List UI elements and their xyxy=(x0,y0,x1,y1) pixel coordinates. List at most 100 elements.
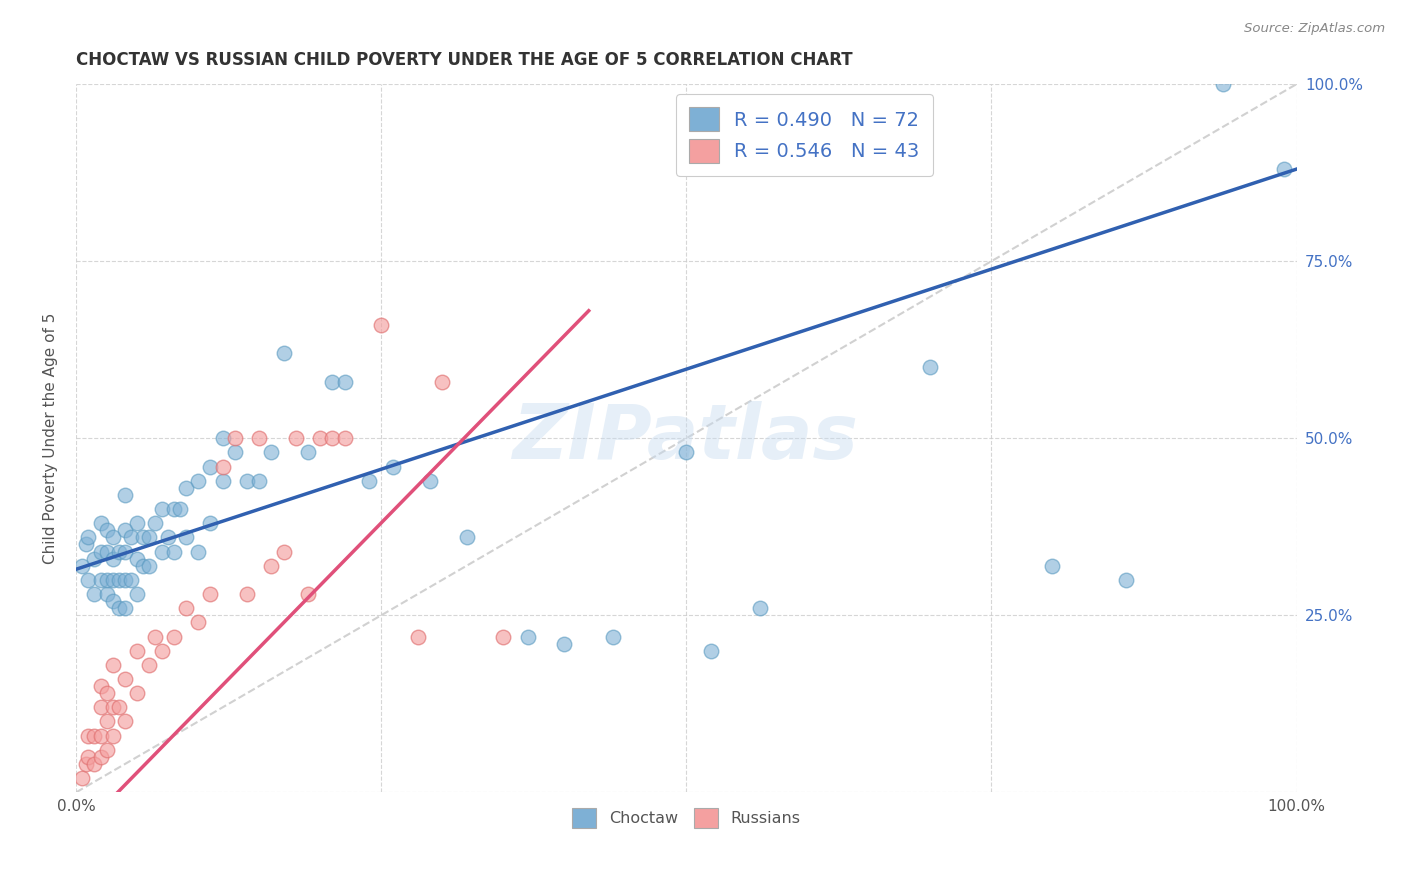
Point xyxy=(83,729,105,743)
Point xyxy=(120,573,142,587)
Point xyxy=(77,530,100,544)
Point xyxy=(96,573,118,587)
Point xyxy=(357,474,380,488)
Legend: Choctaw, Russians: Choctaw, Russians xyxy=(565,802,807,834)
Point xyxy=(101,594,124,608)
Point xyxy=(297,587,319,601)
Point xyxy=(114,573,136,587)
Point xyxy=(96,544,118,558)
Point xyxy=(145,630,167,644)
Point xyxy=(77,750,100,764)
Point xyxy=(224,431,246,445)
Point xyxy=(156,530,179,544)
Point xyxy=(260,445,283,459)
Point xyxy=(127,516,149,531)
Point xyxy=(174,530,197,544)
Point xyxy=(96,686,118,700)
Point xyxy=(247,474,270,488)
Point xyxy=(150,544,173,558)
Point xyxy=(101,573,124,587)
Point xyxy=(138,558,160,573)
Point xyxy=(211,474,233,488)
Point xyxy=(108,700,131,714)
Point xyxy=(1212,77,1234,91)
Point xyxy=(96,523,118,537)
Point xyxy=(273,346,295,360)
Point xyxy=(1042,558,1064,573)
Point xyxy=(321,431,343,445)
Point xyxy=(748,601,770,615)
Point xyxy=(675,445,697,459)
Point xyxy=(200,587,222,601)
Point xyxy=(174,601,197,615)
Point xyxy=(127,551,149,566)
Point xyxy=(333,375,356,389)
Point xyxy=(83,756,105,771)
Point xyxy=(187,474,209,488)
Point xyxy=(75,756,97,771)
Point xyxy=(163,630,186,644)
Point xyxy=(101,530,124,544)
Point xyxy=(127,643,149,657)
Point xyxy=(77,729,100,743)
Point xyxy=(90,750,112,764)
Point xyxy=(90,544,112,558)
Point xyxy=(1272,162,1295,177)
Point xyxy=(211,459,233,474)
Point xyxy=(187,544,209,558)
Point xyxy=(247,431,270,445)
Point xyxy=(90,679,112,693)
Point xyxy=(108,601,131,615)
Point xyxy=(432,375,454,389)
Point xyxy=(492,630,515,644)
Point xyxy=(101,729,124,743)
Point xyxy=(273,544,295,558)
Point xyxy=(114,672,136,686)
Point xyxy=(127,686,149,700)
Point xyxy=(321,375,343,389)
Point xyxy=(174,481,197,495)
Text: ZIPatlas: ZIPatlas xyxy=(513,401,859,475)
Point xyxy=(114,523,136,537)
Point xyxy=(90,729,112,743)
Point xyxy=(83,587,105,601)
Point xyxy=(333,431,356,445)
Point xyxy=(72,558,94,573)
Point xyxy=(114,544,136,558)
Point xyxy=(224,445,246,459)
Point xyxy=(260,558,283,573)
Point xyxy=(382,459,405,474)
Point xyxy=(200,516,222,531)
Point xyxy=(163,502,186,516)
Point xyxy=(145,516,167,531)
Point xyxy=(516,630,538,644)
Y-axis label: Child Poverty Under the Age of 5: Child Poverty Under the Age of 5 xyxy=(44,312,58,564)
Point xyxy=(138,530,160,544)
Point xyxy=(187,615,209,630)
Point xyxy=(700,643,723,657)
Point xyxy=(90,700,112,714)
Point xyxy=(83,551,105,566)
Point xyxy=(101,551,124,566)
Point xyxy=(1115,573,1137,587)
Point xyxy=(297,445,319,459)
Point xyxy=(114,601,136,615)
Point xyxy=(309,431,332,445)
Point xyxy=(236,474,259,488)
Point xyxy=(96,743,118,757)
Point xyxy=(163,544,186,558)
Point xyxy=(236,587,259,601)
Point xyxy=(284,431,307,445)
Point xyxy=(114,488,136,502)
Text: CHOCTAW VS RUSSIAN CHILD POVERTY UNDER THE AGE OF 5 CORRELATION CHART: CHOCTAW VS RUSSIAN CHILD POVERTY UNDER T… xyxy=(76,51,853,69)
Point xyxy=(108,573,131,587)
Point xyxy=(77,573,100,587)
Point xyxy=(200,459,222,474)
Point xyxy=(101,700,124,714)
Point xyxy=(127,587,149,601)
Point xyxy=(90,516,112,531)
Point xyxy=(211,431,233,445)
Point xyxy=(169,502,191,516)
Point xyxy=(90,573,112,587)
Point xyxy=(150,643,173,657)
